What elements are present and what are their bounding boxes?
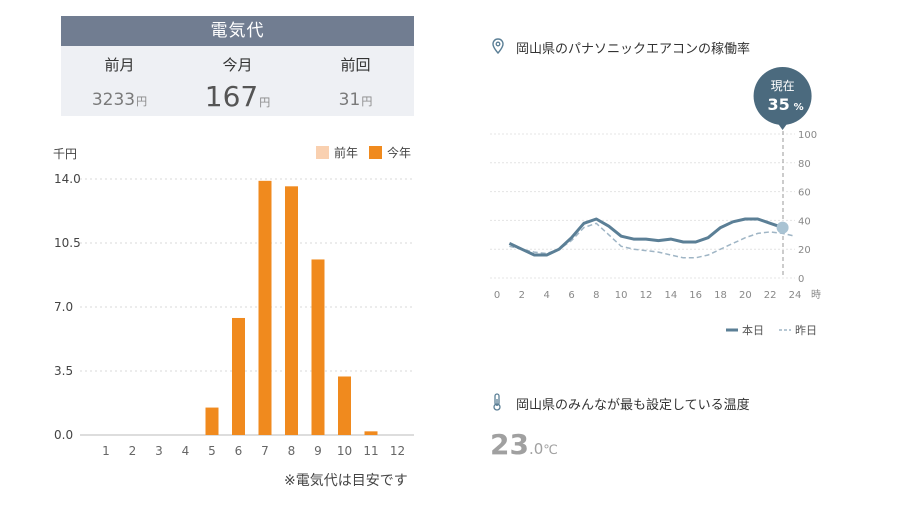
bill-label: 前回	[340, 56, 371, 74]
y-tick-label: 7.0	[54, 300, 73, 314]
bill-value: 3233	[91, 90, 136, 110]
current-rate-badge	[753, 67, 812, 125]
bar-this-year	[205, 407, 219, 435]
y-unit-label: 千円	[53, 147, 77, 161]
bill-label: 今月	[222, 56, 253, 74]
y-tick-label: 60	[798, 188, 811, 199]
y-tick-label: 100	[798, 130, 817, 141]
legend-swatch-this-year	[369, 146, 382, 159]
bill-value: 31	[338, 90, 361, 110]
badge-unit: %	[794, 102, 804, 113]
x-tick-label: 8	[288, 444, 296, 458]
x-tick-label: 12	[640, 290, 653, 301]
x-tick-label: 5	[208, 444, 216, 458]
y-tick-label: 3.5	[54, 364, 73, 378]
x-tick-label: 6	[568, 290, 574, 301]
y-tick-label: 80	[798, 159, 811, 170]
bar-this-year	[285, 186, 298, 435]
bill-unit: 円	[361, 95, 373, 108]
bill-value: 167	[204, 80, 259, 113]
x-tick-label: 18	[714, 290, 727, 301]
bar-this-year	[338, 376, 351, 435]
x-tick-label: 16	[689, 290, 702, 301]
legend-label-yesterday: 昨日	[795, 324, 817, 337]
y-tick-label: 10.5	[54, 236, 81, 250]
bill-unit: 円	[136, 95, 148, 108]
x-tick-label: 22	[764, 290, 777, 301]
x-tick-label: 1	[102, 444, 110, 458]
x-tick-label: 9	[314, 444, 322, 458]
badge-pointer	[777, 123, 788, 130]
temperature-integer: 23	[490, 428, 529, 461]
x-tick-label: 4	[543, 290, 549, 301]
bar-this-year	[232, 317, 245, 435]
operation-rate-chart: 100 80 60 40 20 0 0 2 4 6 8 10 12 14 16 18 20 22 24 時現在 35% 本…	[480, 60, 840, 350]
electricity-bill-panel: 電気代 前月 3233円 今月 167円 前回 31円	[61, 16, 414, 116]
legend-label-last-year: 前年	[334, 145, 358, 160]
x-tick-label: 10	[615, 290, 628, 301]
x-tick-label: 6	[235, 444, 243, 458]
setting-temperature-value: 23.0℃	[490, 428, 558, 461]
y-tick-label: 0	[798, 274, 804, 285]
x-tick-label: 20	[739, 290, 752, 301]
bar-this-year	[258, 180, 272, 435]
bill-unit: 円	[259, 96, 271, 109]
bill-previous-month: 前月 3233円	[61, 46, 178, 116]
x-tick-label: 7	[261, 444, 269, 458]
legend-swatch-last-year	[316, 146, 329, 159]
y-tick-label: 0.0	[54, 428, 73, 442]
x-tick-label: 3	[155, 444, 163, 458]
operation-rate-title: 岡山県のパナソニックエアコンの稼働率	[516, 42, 751, 57]
bar-this-year	[364, 431, 378, 435]
x-tick-label: 4	[182, 444, 190, 458]
x-tick-label: 11	[363, 444, 378, 458]
bill-label: 前月	[104, 56, 135, 74]
x-tick-label: 2	[519, 290, 525, 301]
x-unit-label: 時	[811, 289, 821, 301]
thermometer-icon	[492, 393, 502, 415]
x-tick-label: 10	[337, 444, 352, 458]
bar-this-year	[311, 259, 325, 435]
legend-label-today: 本日	[742, 323, 764, 337]
temperature-unit: ℃	[543, 443, 558, 458]
legend-label-this-year: 今年	[387, 145, 411, 160]
x-tick-label: 14	[664, 290, 677, 301]
x-tick-label: 8	[593, 290, 599, 301]
x-tick-label: 0	[494, 290, 500, 301]
x-tick-label: 12	[390, 444, 405, 458]
current-point	[776, 221, 789, 234]
location-pin-icon	[492, 38, 504, 58]
monthly-bill-chart: 千円 14.0 10.5 7.0 3.5 0.0 1 2 3 4 5 6 7 8 9 10 11 12 前年 今年	[0, 130, 440, 490]
badge-value: 35	[767, 95, 789, 114]
bill-title: 電気代	[61, 16, 414, 46]
y-tick-label: 14.0	[54, 172, 81, 186]
y-tick-label: 40	[798, 216, 811, 227]
x-tick-label: 2	[129, 444, 137, 458]
y-tick-label: 20	[798, 245, 811, 256]
x-tick-label: 24	[789, 290, 802, 301]
bill-this-month: 今月 167円	[179, 46, 296, 116]
setting-temperature-title: 岡山県のみんなが最も設定している温度	[516, 398, 750, 413]
estimate-note: ※電気代は目安です	[284, 473, 408, 489]
series-line-today	[508, 217, 784, 257]
badge-label: 現在	[771, 79, 795, 93]
temperature-decimal: .0	[528, 440, 544, 458]
bill-last-time: 前回 31円	[297, 46, 414, 116]
